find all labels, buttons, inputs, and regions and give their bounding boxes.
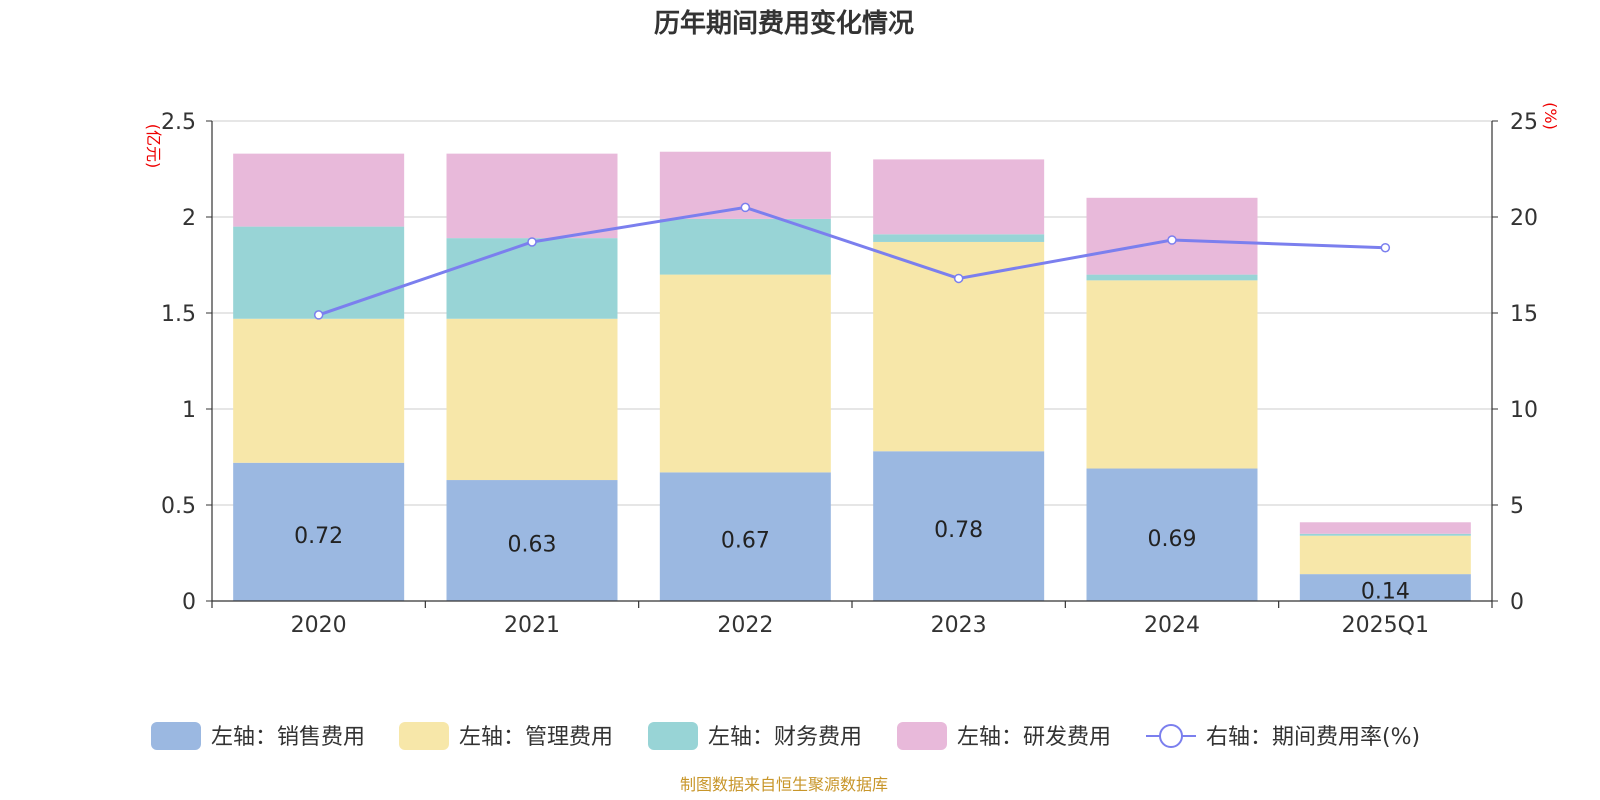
data-label: 0.14: [1361, 580, 1410, 605]
bar-segment: [1299, 574, 1471, 601]
bar-segment: [873, 451, 1045, 601]
rate-line: [313, 202, 1391, 320]
bar-segment: [873, 159, 1045, 235]
left-tick-label: 0: [182, 590, 196, 615]
bar-segment: [233, 318, 405, 463]
bar-segment: [873, 241, 1045, 452]
source-note: 制图数据来自恒生聚源数据库: [680, 775, 888, 794]
right-tick-label: 10: [1510, 398, 1538, 423]
x-tick-label: 2022: [717, 613, 773, 638]
chart-title: 历年期间费用变化情况: [654, 8, 914, 39]
bar-segment: [1299, 535, 1471, 575]
legend: 左轴：销售费用 左轴：管理费用 左轴：财务费用 左轴：研发费用 右轴：期间费用率(%): [151, 722, 1420, 750]
rate-point: [527, 237, 537, 247]
axes: 0 0 0.5 5 1 10 1.5 15 2 20 2.5 25 2020 2021 2022 2023 20…: [161, 110, 1538, 638]
bar-segment: [659, 218, 831, 275]
left-tick-label: 1.5: [161, 302, 196, 327]
data-label: 0.67: [721, 529, 770, 554]
legend-label: 左轴：销售费用: [211, 725, 365, 750]
bar-segment: [1299, 533, 1471, 536]
left-axis-unit: (亿元): [144, 124, 163, 169]
bar-segment: [446, 238, 618, 319]
rate-point: [953, 273, 964, 284]
legend-swatch: [897, 722, 947, 750]
rate-polyline: [318, 205, 1386, 317]
legend-swatch: [399, 722, 449, 750]
x-tick-label: 2023: [931, 613, 987, 638]
data-label: 0.63: [508, 533, 557, 558]
x-tick-label: 2024: [1144, 613, 1200, 638]
bar-segment: [233, 226, 405, 319]
left-tick-label: 0.5: [161, 494, 196, 519]
grid-lines: [212, 120, 1492, 506]
right-tick-label: 15: [1510, 302, 1538, 327]
legend-swatch: [648, 722, 698, 750]
bar-segment: [659, 472, 831, 601]
rate-point: [740, 202, 751, 213]
right-tick-label: 25: [1510, 110, 1538, 135]
x-tick-label: 2025Q1: [1342, 613, 1429, 638]
data-label: 0.78: [934, 518, 983, 543]
bar-segment: [1299, 522, 1471, 534]
right-tick-label: 0: [1510, 590, 1524, 615]
bar-segment: [873, 234, 1045, 242]
left-tick-label: 1: [182, 398, 196, 423]
legend-label: 左轴：财务费用: [708, 725, 862, 750]
left-tick-label: 2: [182, 206, 196, 231]
legend-label: 右轴：期间费用率(%): [1206, 725, 1420, 750]
bar-segment: [659, 274, 831, 473]
legend-marker: [1159, 724, 1183, 748]
bar-segment: [1086, 468, 1258, 601]
x-tick-label: 2020: [291, 613, 347, 638]
data-label: 0.72: [294, 524, 343, 549]
legend-label: 左轴：管理费用: [459, 725, 613, 750]
bar-segment: [446, 480, 618, 601]
right-tick-label: 20: [1510, 206, 1538, 231]
left-tick-label: 2.5: [161, 110, 196, 135]
bar-segment: [233, 462, 405, 601]
rate-point: [1380, 242, 1391, 253]
right-tick-label: 5: [1510, 494, 1524, 519]
legend-swatch: [151, 722, 201, 750]
legend-label: 左轴：研发费用: [957, 725, 1111, 750]
data-label: 0.69: [1148, 527, 1197, 552]
bar-segment: [233, 153, 405, 227]
bar-segment: [446, 318, 618, 481]
right-axis-unit: (%): [1541, 102, 1560, 130]
x-tick-label: 2021: [504, 613, 560, 638]
rate-point: [313, 310, 324, 320]
rate-point: [1167, 235, 1177, 245]
bar-segment: [446, 153, 618, 239]
bar-segment: [1086, 280, 1258, 469]
bars: 0.72 0.63 0.67 0.78 0.69 0.14: [233, 151, 1471, 605]
bar-segment: [1086, 274, 1258, 281]
